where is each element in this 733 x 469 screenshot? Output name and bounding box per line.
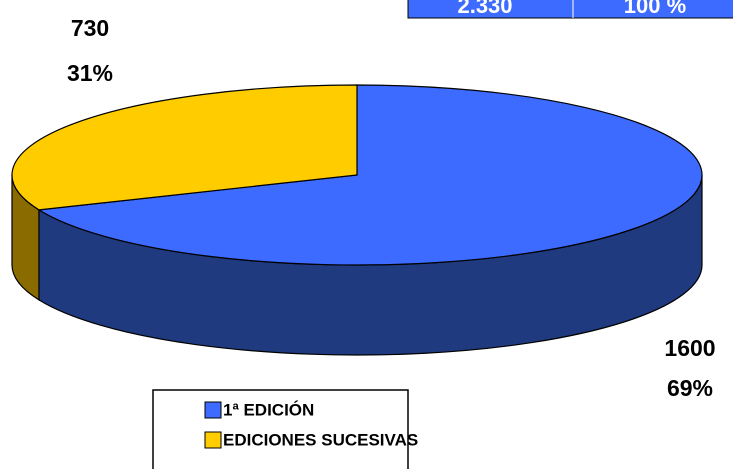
pie-slice [37, 84, 703, 266]
legend-label: 1ª EDICIÓN [223, 400, 314, 419]
pie-slice [11, 84, 358, 211]
data-label: 1600 [664, 335, 715, 361]
data-label: 730 [71, 15, 109, 41]
legend-swatch [204, 401, 222, 419]
table-total-value: 2.330 [457, 0, 512, 18]
legend-label: EDICIONES SUCESIVAS [223, 430, 418, 449]
pie [11, 84, 703, 356]
legend-items: 1ª EDICIÓN EDICIONES SUCESIVAS [204, 400, 418, 449]
legend-swatch [204, 431, 222, 449]
legend [152, 389, 409, 469]
table-total-percent: 100 % [624, 0, 686, 18]
data-label: 69% [667, 375, 713, 401]
data-label: 31% [67, 60, 113, 86]
